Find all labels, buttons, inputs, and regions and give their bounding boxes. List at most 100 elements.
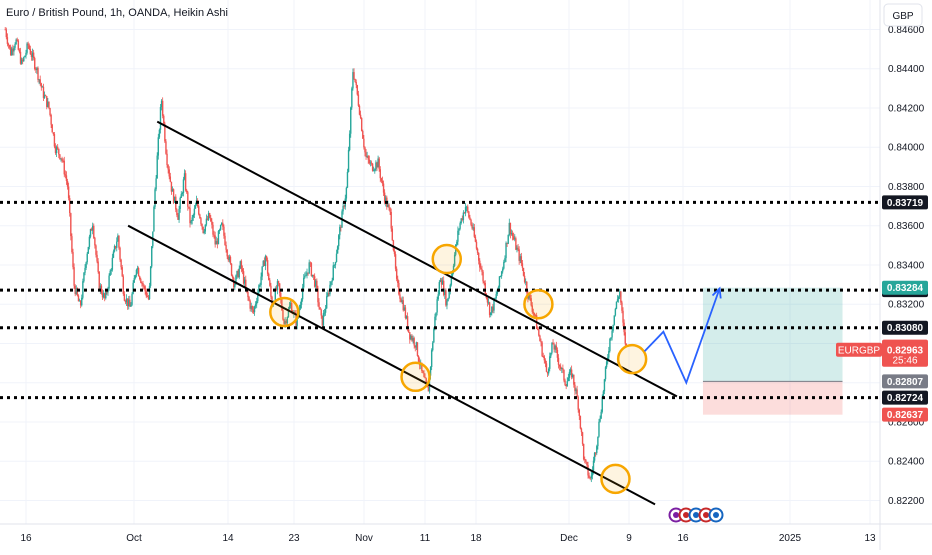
candle-body: [465, 206, 468, 208]
candle-body: [190, 220, 192, 224]
candle-body: [276, 281, 279, 291]
candle-body: [339, 226, 341, 236]
candle-body: [143, 285, 145, 287]
candle-body: [507, 234, 509, 244]
candle-body: [169, 176, 172, 182]
candle-body: [529, 294, 531, 299]
candle-body: [520, 256, 523, 264]
candle-body: [280, 292, 282, 300]
candle-body: [214, 235, 216, 245]
candle-body: [250, 306, 252, 309]
candle-body: [213, 234, 215, 236]
candle-body: [240, 261, 243, 269]
candle-body: [157, 137, 159, 156]
candle-body: [205, 218, 208, 225]
candle-body: [229, 256, 232, 264]
candle-body: [594, 452, 597, 454]
projection-arrow[interactable]: [643, 286, 722, 386]
candle-body: [562, 368, 564, 370]
candle-body: [425, 378, 427, 384]
candle-body: [34, 58, 36, 69]
candle-body: [210, 217, 212, 222]
candle-body: [284, 321, 286, 324]
touch-circle[interactable]: [523, 288, 554, 320]
projection-path[interactable]: [643, 288, 721, 386]
position-box[interactable]: [702, 287, 843, 415]
candle-body: [146, 296, 149, 298]
touch-circle[interactable]: [269, 296, 300, 328]
trend-line[interactable]: [156, 120, 678, 398]
candle-body: [24, 55, 26, 58]
candle-body: [129, 299, 131, 307]
event-flag-dot-icon: [683, 512, 689, 518]
candle-body: [340, 226, 342, 228]
touch-circles[interactable]: [269, 243, 648, 495]
candle-body: [212, 224, 214, 235]
touch-circle[interactable]: [600, 463, 631, 495]
candle-body: [186, 190, 188, 193]
candle-body: [60, 158, 62, 160]
candle-body: [198, 206, 200, 215]
trend-line[interactable]: [127, 224, 656, 506]
candle-body: [558, 364, 561, 367]
position-profit-zone[interactable]: [702, 287, 843, 382]
event-flag-dot-icon: [703, 512, 709, 518]
candle-body: [120, 259, 122, 268]
candle-body: [624, 332, 626, 344]
candle-body: [483, 281, 485, 284]
candle-body: [144, 286, 146, 292]
candle-body: [522, 267, 525, 276]
candle-body: [404, 307, 407, 319]
candle-body: [187, 192, 189, 207]
candle-body: [510, 232, 513, 235]
candle-body: [432, 342, 434, 351]
symbol-tag-bg: [836, 342, 882, 357]
y-tick-label: 0.83200: [888, 300, 925, 311]
time-axis[interactable]: 16 Oct 14 23 Nov 11 18 Dec 9 16 2025 13: [20, 533, 876, 544]
candle-body: [572, 374, 574, 378]
candle-body: [597, 436, 599, 447]
candle-body: [101, 293, 104, 298]
candle-body: [410, 335, 412, 340]
candle-body: [124, 300, 127, 303]
candle-body: [58, 148, 60, 155]
candle-body: [387, 204, 389, 207]
currency-button[interactable]: GBP: [883, 3, 923, 27]
candle-body: [231, 275, 234, 278]
candle-body: [605, 361, 608, 368]
candle-body: [381, 180, 384, 184]
candle-body: [480, 267, 482, 270]
candle-body: [540, 341, 542, 343]
trend-lines[interactable]: [127, 120, 678, 506]
candle-body: [184, 173, 187, 191]
candle-body: [620, 291, 622, 303]
candle-body: [75, 288, 77, 295]
event-flag-dot-icon: [673, 512, 679, 518]
candle-body: [530, 298, 532, 306]
chart-title: Euro / British Pound, 1h, OANDA, Heikin …: [6, 7, 228, 19]
candle-body: [46, 96, 48, 107]
touch-circle[interactable]: [400, 361, 431, 393]
candle-body: [128, 299, 130, 307]
candle-body: [176, 209, 178, 216]
candle-body: [248, 297, 250, 301]
candle-body: [130, 304, 132, 307]
candle-body: [237, 270, 239, 278]
bar-countdown: 25:46: [892, 356, 917, 367]
candle-body: [357, 94, 360, 106]
candle-body: [393, 250, 396, 255]
event-badges[interactable]: [668, 507, 724, 523]
candle-body: [395, 268, 398, 279]
touch-circle[interactable]: [616, 343, 648, 375]
candle-body: [448, 290, 450, 299]
touch-circle[interactable]: [431, 243, 463, 275]
candle-body: [370, 162, 373, 164]
candle-body: [74, 285, 76, 295]
candle-body: [411, 335, 413, 341]
candle-body: [84, 267, 86, 273]
candle-body: [139, 276, 141, 280]
candle-body: [346, 171, 349, 188]
candle-body: [590, 475, 593, 479]
